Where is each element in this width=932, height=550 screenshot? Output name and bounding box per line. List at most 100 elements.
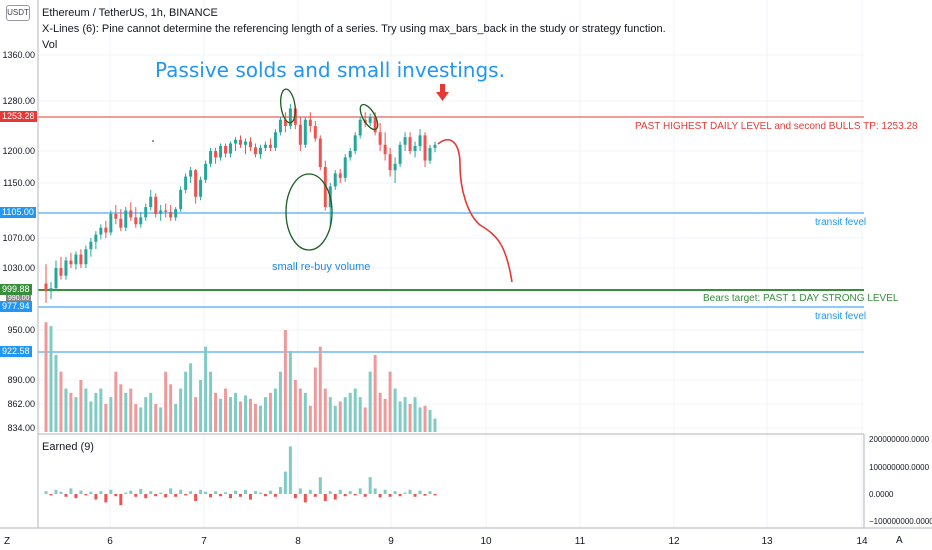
rebuy-annotation: small re-buy volume xyxy=(272,261,371,273)
candle-body xyxy=(174,209,178,218)
candle-body xyxy=(134,217,138,225)
candle-body xyxy=(109,213,113,233)
volume-bar xyxy=(433,418,437,432)
earned-bar xyxy=(229,494,233,499)
price-tick-label: 1030.00 xyxy=(2,263,35,273)
candle-body xyxy=(243,141,247,145)
ellipse-dip-8 xyxy=(285,173,333,251)
earned-bar xyxy=(303,494,307,503)
earned-bar xyxy=(79,490,83,494)
candle-body xyxy=(418,135,422,146)
earned-bar xyxy=(139,488,143,494)
candle-body xyxy=(74,254,78,265)
time-tick-label: 9 xyxy=(388,536,394,547)
volume-bar xyxy=(209,371,213,432)
volume-bar xyxy=(348,392,352,432)
candle-body xyxy=(224,146,228,154)
candle-body xyxy=(288,108,292,126)
volume-bar xyxy=(239,401,242,432)
price-tick-label: 890.00 xyxy=(7,375,35,385)
earned-bar xyxy=(428,491,432,494)
price-tick-label: 1280.00 xyxy=(2,96,35,106)
volume-bar xyxy=(248,398,252,432)
volume-bar xyxy=(184,371,188,432)
candle-body xyxy=(139,217,143,225)
price-tick-label: 834.00 xyxy=(7,423,35,433)
price-tag-999: 999.88 xyxy=(0,284,32,295)
candle-body xyxy=(194,170,198,197)
price-tick-label: 862.00 xyxy=(7,399,35,409)
earned-bar xyxy=(174,494,178,497)
volume-bar xyxy=(179,388,183,432)
volume-bar xyxy=(69,392,73,432)
volume-bar xyxy=(423,405,427,432)
volume-bar xyxy=(234,392,238,432)
volume-bar xyxy=(94,392,98,432)
user-drawings xyxy=(152,84,513,283)
level-label-green: Bears target: PAST 1 DAY STRONG LEVEL xyxy=(703,293,899,304)
pine-warning: X-Lines (6): Pine cannot determine the r… xyxy=(42,23,666,35)
volume-bar xyxy=(293,380,297,432)
volume-bar xyxy=(318,346,322,432)
candle-body xyxy=(239,139,242,145)
earned-bar xyxy=(383,489,387,494)
currency-badge[interactable]: USDT xyxy=(6,5,30,21)
price-tag-922: 922.58 xyxy=(0,346,32,357)
price-tag-977: 977.94 xyxy=(0,301,32,312)
earned-bar xyxy=(348,491,352,494)
earned-bar xyxy=(423,494,427,496)
indicator-title: Earned (9) xyxy=(42,441,94,453)
earned-bar xyxy=(343,494,347,497)
earned-bar xyxy=(388,494,392,497)
headline-annotation: Passive solds and small investings. xyxy=(155,58,505,82)
candle-body xyxy=(149,196,153,208)
candle-body xyxy=(333,173,337,187)
earned-bar xyxy=(403,492,407,494)
candle-body xyxy=(408,137,412,151)
earned-bar xyxy=(358,488,362,494)
level-label-red: PAST HIGHEST DAILY LEVEL and second BULL… xyxy=(635,121,918,132)
candle-body xyxy=(303,119,307,145)
volume-bar xyxy=(199,380,203,432)
earned-bar xyxy=(353,494,357,496)
earned-bar xyxy=(129,490,133,494)
candle-body xyxy=(114,213,118,219)
volume-bar xyxy=(353,388,357,432)
volume-bar xyxy=(398,401,402,432)
earned-bar xyxy=(378,494,382,498)
candle-body xyxy=(413,146,417,151)
candle-body xyxy=(283,119,287,126)
candle-body xyxy=(124,210,128,228)
price-tick-label: 1360.00 xyxy=(2,50,35,60)
volume-bar xyxy=(338,401,342,432)
auto-scale-button[interactable]: A xyxy=(896,535,903,546)
volume-bar xyxy=(403,397,407,432)
candle-body xyxy=(308,119,312,126)
candle-body xyxy=(403,137,407,145)
volume-bar xyxy=(263,397,267,432)
chart-grid xyxy=(38,0,864,528)
price-tag-990: 990.00 xyxy=(6,295,32,302)
earned-bar xyxy=(433,494,437,496)
earned-bar xyxy=(64,494,68,497)
volume-bar xyxy=(149,392,153,432)
candle-body xyxy=(154,196,158,214)
earned-bar xyxy=(363,494,367,497)
volume-bar xyxy=(204,346,208,432)
volume-bar xyxy=(99,388,103,432)
level-label-transit-1: transit fevel xyxy=(815,217,867,228)
candle-body xyxy=(298,124,302,145)
candle-body xyxy=(229,143,233,154)
time-tick-label: 6 xyxy=(107,536,113,547)
volume-bar xyxy=(373,355,377,432)
earned-bar xyxy=(253,491,257,494)
candle-body xyxy=(184,176,188,190)
timezone-button[interactable]: Z xyxy=(4,536,11,547)
volume-bar xyxy=(89,401,93,432)
earned-bar xyxy=(104,494,108,503)
volume-bar xyxy=(64,388,68,432)
projection-curve xyxy=(437,139,513,283)
candle-body xyxy=(89,241,93,250)
earned-bar xyxy=(328,491,332,494)
